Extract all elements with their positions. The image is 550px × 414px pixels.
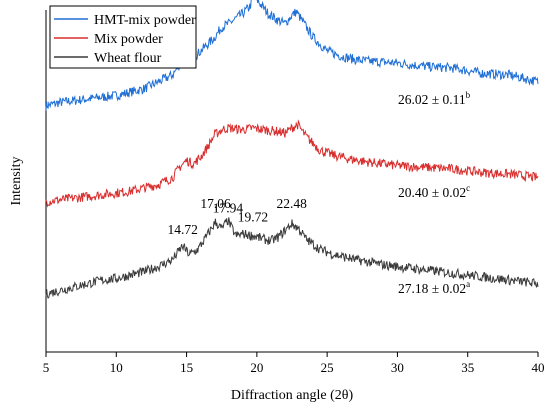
annotation-hmt-mix: 26.02 ± 0.11b bbox=[398, 90, 471, 107]
x-tick-label: 40 bbox=[532, 360, 545, 375]
peak-label: 14.72 bbox=[167, 222, 197, 237]
series-line-hmt-mix bbox=[45, 0, 539, 111]
x-tick-label: 10 bbox=[110, 360, 123, 375]
y-axis-title: Intensity bbox=[9, 157, 24, 206]
x-tick-label: 30 bbox=[391, 360, 404, 375]
x-axis-title: Diffraction angle (2θ) bbox=[231, 388, 354, 403]
x-tick-label: 25 bbox=[321, 360, 334, 375]
series-layer bbox=[45, 0, 539, 299]
x-tick-label: 5 bbox=[43, 360, 50, 375]
peak-label: 22.48 bbox=[277, 196, 308, 211]
legend-label-mix-powder: Mix powder bbox=[94, 32, 163, 47]
series-line-wheat-flour bbox=[45, 217, 539, 299]
legend-label-hmt-mix: HMT-mix powder bbox=[94, 13, 196, 28]
annotation-mix-powder: 20.40 ± 0.02c bbox=[398, 183, 470, 200]
annotation-wheat-flour: 27.18 ± 0.02a bbox=[398, 279, 470, 296]
x-tick-label: 15 bbox=[180, 360, 193, 375]
peak-label: 19.72 bbox=[238, 210, 268, 225]
x-tick-label: 35 bbox=[461, 360, 474, 375]
legend-box bbox=[49, 5, 197, 69]
legend: HMT-mix powder Mix powder Wheat flour bbox=[49, 5, 197, 69]
x-tick-label: 20 bbox=[250, 360, 263, 375]
series-line-mix-powder bbox=[45, 119, 539, 208]
peak-label: 17.94 bbox=[213, 200, 244, 215]
x-axis-ticks: 5 10 15 20 25 30 35 40 bbox=[43, 352, 545, 375]
peak-label: 17.06 bbox=[200, 196, 231, 211]
legend-label-wheat-flour: Wheat flour bbox=[94, 51, 162, 66]
